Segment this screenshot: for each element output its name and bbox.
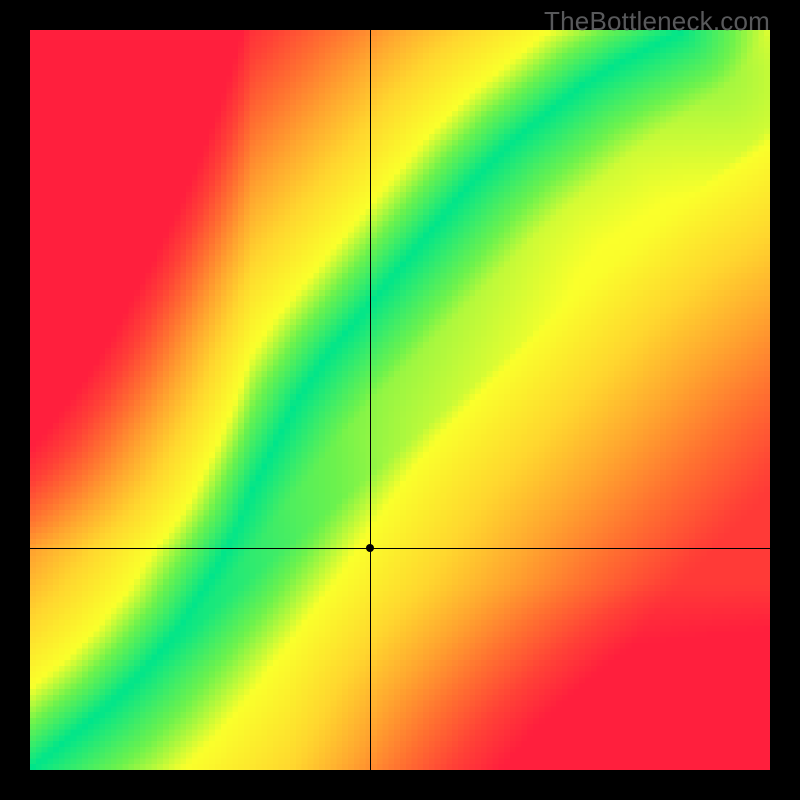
crosshair-horizontal xyxy=(30,548,770,549)
watermark-text: TheBottleneck.com xyxy=(544,6,770,37)
heatmap-canvas xyxy=(30,30,770,770)
crosshair-vertical xyxy=(370,30,371,770)
plot-area xyxy=(30,30,770,770)
chart-container: TheBottleneck.com xyxy=(0,0,800,800)
crosshair-dot xyxy=(366,544,374,552)
